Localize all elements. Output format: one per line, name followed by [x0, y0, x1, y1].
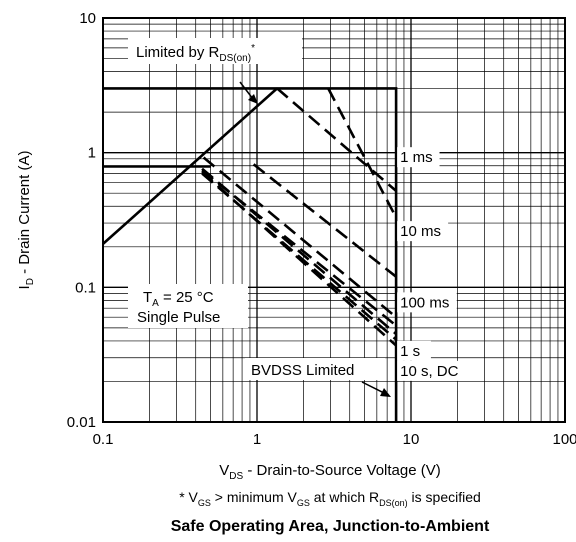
series-label: 100 ms: [400, 294, 449, 311]
x-tick-label: 10: [403, 431, 420, 448]
x-tick-label: 0.1: [93, 431, 114, 448]
y-axis-label: ID - Drain Current (A): [16, 151, 36, 290]
series-label: 1 ms: [400, 149, 433, 166]
series-line-10-s-dc: [201, 167, 397, 335]
boundary-line: [201, 172, 397, 341]
rds-annotation: Limited by RDS(on)*: [128, 38, 302, 104]
conditions-annotation: TA = 25 °C Single Pulse: [128, 284, 248, 328]
rds-arrow-line: [239, 81, 254, 100]
series-line-1-ms: [276, 87, 397, 192]
y-tick-label: 0.1: [75, 279, 96, 296]
data-lines: [103, 87, 398, 422]
plot-frame: [102, 17, 566, 423]
series-line-10-ms: [327, 87, 398, 219]
bvdss-label: BVDSS Limited: [251, 362, 354, 379]
rds-label: Limited by RDS(on)*: [136, 43, 255, 64]
x-tick-label: 1: [253, 431, 261, 448]
series-line-100-ms: [252, 163, 397, 278]
chart-title: Safe Operating Area, Junction-to-Ambient: [171, 518, 490, 535]
y-tick-label: 1: [88, 145, 96, 162]
series-label-bg: [397, 147, 440, 168]
series-labels: 1 ms 10 ms 100 ms 1 s 10 s, DC: [397, 147, 474, 381]
series-label-bg: [397, 221, 449, 242]
boundary-line: [103, 87, 398, 422]
series-label: 1 s: [400, 343, 420, 360]
x-axis-label: VDS - Drain-to-Source Voltage (V): [219, 462, 441, 482]
rds-label-bg: [128, 38, 302, 64]
series-label: 10 ms: [400, 223, 441, 240]
bvdss-arrow-line: [361, 381, 385, 394]
bvdss-arrow-head: [380, 388, 391, 397]
series-label-bg: [397, 292, 457, 313]
x-tick-label: 100: [552, 431, 576, 448]
conditions-label-bg: [128, 284, 248, 328]
footnote: * VGS > minimum VGS at which RDS(on) is …: [179, 489, 481, 508]
series-label: 10 s, DC: [400, 363, 459, 380]
bvdss-label-bg: [245, 358, 385, 380]
grid-lines: [102, 18, 565, 423]
ta-label: TA = 25 °C: [143, 289, 214, 309]
y-tick-label: 10: [79, 10, 96, 27]
series-label-bg: [397, 340, 431, 361]
series-label-bg: [397, 360, 474, 381]
rds-arrow-head: [248, 94, 258, 104]
bvdss-annotation: BVDSS Limited: [245, 358, 391, 397]
y-tick-label: 0.01: [67, 414, 96, 431]
single-pulse-label: Single Pulse: [137, 309, 220, 326]
